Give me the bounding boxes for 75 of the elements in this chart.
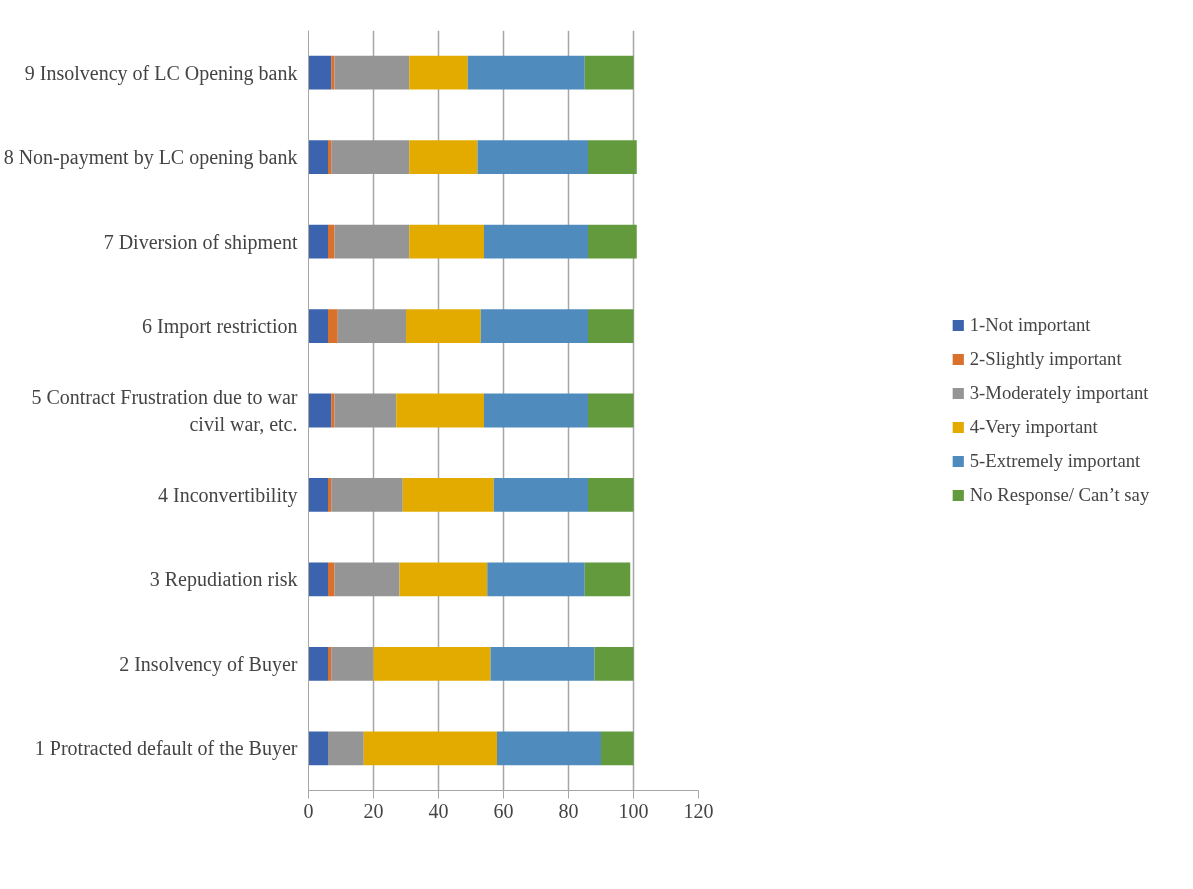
bar xyxy=(328,731,364,766)
bar xyxy=(308,478,328,512)
y-tick-label: 4 Inconvertibility xyxy=(158,483,298,507)
legend-label: No Response/ Can’t say xyxy=(969,484,1150,506)
bar xyxy=(328,562,335,597)
bar xyxy=(363,731,497,766)
bar xyxy=(331,55,335,90)
bar xyxy=(409,55,468,90)
bar xyxy=(399,562,488,597)
y-tick-label: 3 Repudiation risk xyxy=(149,568,298,592)
bar xyxy=(331,646,374,681)
bar xyxy=(331,140,410,175)
x-tick-label: 0 xyxy=(303,799,314,822)
bar xyxy=(337,309,406,343)
y-tick-label: 7 Diversion of shipment xyxy=(103,230,298,254)
bar xyxy=(484,224,588,259)
bar xyxy=(409,140,478,175)
bar xyxy=(334,562,400,597)
bar xyxy=(584,562,631,597)
bar xyxy=(308,224,328,259)
y-tick-label: 5 Contract Frustration due to war civil war, etc. xyxy=(31,386,298,435)
bar xyxy=(334,393,397,428)
x-tick-label: 100 xyxy=(618,799,649,822)
bar xyxy=(402,478,494,512)
y-tick-label: 8 Non-payment by LC opening bank xyxy=(3,146,298,170)
x-tick-label: 80 xyxy=(558,799,579,822)
bar xyxy=(588,309,634,343)
bar xyxy=(497,731,601,766)
bar xyxy=(328,478,332,512)
bar xyxy=(477,140,588,175)
bar xyxy=(588,224,637,259)
bar xyxy=(493,478,588,512)
bar xyxy=(308,393,332,428)
x-tick-label: 40 xyxy=(428,799,449,822)
bar xyxy=(331,478,403,512)
bar xyxy=(490,646,595,681)
bar xyxy=(409,224,484,259)
legend-label: 2-Slightly important xyxy=(969,348,1122,370)
bar xyxy=(396,393,484,428)
bar xyxy=(328,646,332,681)
bar xyxy=(308,731,328,766)
bar xyxy=(584,55,634,90)
legend-label: 5-Extremely important xyxy=(969,450,1141,472)
y-tick-label: 9 Insolvency of LC Opening bank xyxy=(24,61,298,85)
bar xyxy=(308,140,328,175)
bar xyxy=(331,393,335,428)
bar xyxy=(308,55,332,90)
bar xyxy=(334,55,410,90)
y-tick-label: 1 Protracted default of the Buyer xyxy=(34,737,298,761)
x-tick-label: 60 xyxy=(493,799,514,822)
legend-label: 4-Very important xyxy=(969,416,1098,438)
bar xyxy=(480,309,588,343)
bar xyxy=(328,309,338,343)
legend-label: 3-Moderately important xyxy=(969,382,1149,404)
x-tick-label: 120 xyxy=(683,799,714,822)
legend-label: 1-Not important xyxy=(969,314,1091,336)
bar xyxy=(328,224,335,259)
y-tick-label: 6 Import restriction xyxy=(141,315,298,339)
bar xyxy=(308,646,328,681)
y-tick-label: 2 Insolvency of Buyer xyxy=(119,652,298,676)
bar xyxy=(334,224,410,259)
bar xyxy=(588,140,637,175)
x-tick-label: 20 xyxy=(363,799,384,822)
bar xyxy=(594,646,634,681)
bar xyxy=(467,55,585,90)
bar xyxy=(406,309,481,343)
bar xyxy=(308,562,328,597)
bar xyxy=(601,731,634,766)
bar xyxy=(308,309,328,343)
bar xyxy=(484,393,588,428)
bar xyxy=(373,646,491,681)
bar xyxy=(487,562,585,597)
bar xyxy=(588,393,634,428)
bar xyxy=(328,140,332,175)
bar xyxy=(588,478,634,512)
